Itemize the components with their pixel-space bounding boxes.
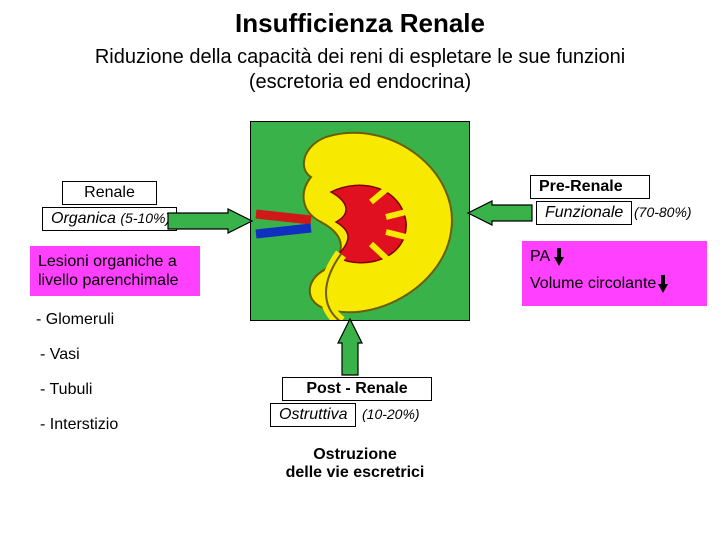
- ostruttiva-pct: (10-20%): [362, 406, 420, 422]
- left-item-2: - Tubuli: [40, 381, 92, 399]
- arrow-bottom: [338, 319, 362, 375]
- down-arrow-icon: [554, 248, 564, 266]
- postrenale-header: Post - Renale: [306, 380, 407, 397]
- funzionale-label: Funzionale: [545, 204, 623, 221]
- left-desc-panel: Lesioni organiche a livello parenchimale: [30, 246, 200, 296]
- subtitle-line2: (escretoria ed endocrina): [249, 71, 471, 93]
- left-item-1: - Vasi: [40, 346, 80, 364]
- prerenale-header: Pre-Renale: [539, 178, 623, 195]
- volume-label: Volume circolante: [530, 275, 656, 292]
- bottom-caption: Ostruzione delle vie escretrici: [255, 446, 455, 482]
- funzionale-pct: (70-80%): [634, 204, 692, 220]
- bottom-caption-2: delle vie escretrici: [286, 464, 425, 481]
- funzionale-box: Funzionale: [536, 201, 632, 225]
- left-desc-1: Lesioni organiche a: [38, 253, 177, 270]
- renale-header: Renale: [84, 184, 135, 201]
- page-title: Insufficienza Renale: [0, 0, 720, 39]
- right-desc-panel: PA Volume circolante: [522, 241, 707, 306]
- arrow-left: [168, 209, 253, 233]
- organica-label: Organica: [51, 210, 116, 227]
- renale-header-box: Renale: [62, 181, 157, 205]
- bottom-caption-1: Ostruzione: [313, 446, 397, 463]
- diagram-stage: Renale Organica (5-10%) Lesioni organich…: [0, 101, 720, 521]
- ostruttiva-box: Ostruttiva: [270, 403, 356, 427]
- left-item-3: - Interstizio: [40, 416, 118, 434]
- postrenale-header-box: Post - Renale: [282, 377, 432, 401]
- ostruttiva-label: Ostruttiva: [279, 406, 347, 423]
- left-desc-2: livello parenchimale: [38, 272, 179, 289]
- prerenale-header-box: Pre-Renale: [530, 175, 650, 199]
- arrow-right: [468, 201, 532, 225]
- organica-pct: (5-10%): [120, 210, 170, 226]
- pa-label: PA: [530, 248, 549, 265]
- organica-box: Organica (5-10%): [42, 207, 177, 231]
- subtitle: Riduzione della capacità dei reni di esp…: [0, 45, 720, 95]
- subtitle-line1: Riduzione della capacità dei reni di esp…: [95, 46, 625, 68]
- down-arrow-icon: [658, 275, 668, 293]
- kidney-image: [250, 121, 470, 321]
- left-item-0: - Glomeruli: [36, 311, 114, 329]
